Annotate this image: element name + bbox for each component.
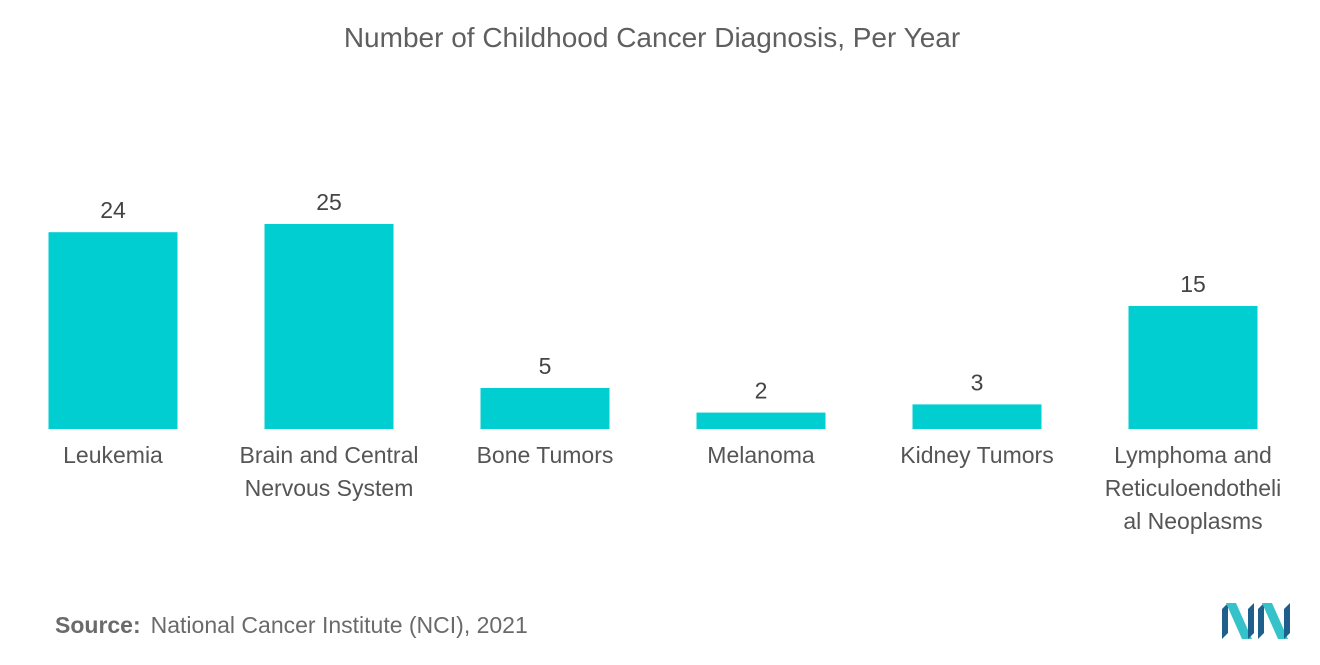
value-label-5: 15 xyxy=(1180,271,1206,297)
category-label-1: Brain and Central Nervous System xyxy=(240,442,419,501)
bar-0 xyxy=(48,232,178,429)
bar-5 xyxy=(1128,306,1258,429)
category-label-2: Bone Tumors xyxy=(477,442,614,468)
category-labels-layer: Leukemia Brain and Central Nervous System B… xyxy=(63,442,1281,534)
category-label-4: Kidney Tumors xyxy=(900,442,1053,468)
bar-1 xyxy=(264,224,394,429)
chart-title: Number of Childhood Cancer Diagnosis, Pe… xyxy=(343,22,961,53)
source-label: Source: xyxy=(55,612,141,638)
bar-4 xyxy=(912,404,1042,429)
value-label-2: 5 xyxy=(539,353,552,379)
value-label-1: 25 xyxy=(316,189,342,215)
bars-layer xyxy=(48,224,1258,429)
company-logo xyxy=(1222,603,1290,639)
value-label-3: 2 xyxy=(755,378,768,404)
value-label-4: 3 xyxy=(971,369,984,395)
bar-2 xyxy=(480,388,610,429)
category-label-5: Lymphoma and Reticuloendotheli al Neoplasm… xyxy=(1105,442,1281,534)
value-label-0: 24 xyxy=(100,197,126,223)
category-label-0: Leukemia xyxy=(63,442,163,468)
value-labels-layer: 24 25 5 2 3 15 xyxy=(100,189,1206,404)
source-text: National Cancer Institute (NCI), 2021 xyxy=(150,612,528,638)
category-label-3: Melanoma xyxy=(707,442,815,468)
bar-3 xyxy=(696,412,826,429)
source-note: Source: National Cancer Institute (NCI), … xyxy=(55,612,528,639)
bar-chart: 24 25 5 2 3 15 Leukemia Brain and Central Nervo… xyxy=(48,189,1281,534)
